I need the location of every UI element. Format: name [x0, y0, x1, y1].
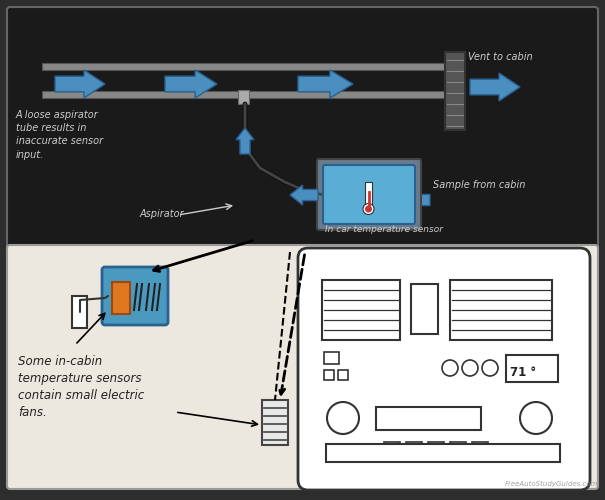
Bar — [262, 400, 288, 445]
Bar — [450, 280, 552, 340]
Text: A loose aspirator
tube results in
inaccurate sensor
input.: A loose aspirator tube results in inaccu… — [16, 110, 103, 160]
Text: Sample from cabin: Sample from cabin — [433, 180, 525, 190]
Circle shape — [482, 360, 498, 376]
Polygon shape — [165, 70, 217, 98]
Bar — [411, 284, 438, 334]
Polygon shape — [236, 128, 254, 154]
Bar — [445, 52, 465, 130]
Circle shape — [520, 402, 552, 434]
Bar — [324, 352, 339, 364]
Bar — [406, 442, 422, 453]
Text: Vent to cabin: Vent to cabin — [468, 52, 532, 62]
FancyBboxPatch shape — [298, 248, 590, 490]
Bar — [42, 91, 450, 98]
Circle shape — [462, 360, 478, 376]
Bar — [112, 282, 130, 314]
Polygon shape — [298, 70, 353, 98]
Bar — [428, 442, 444, 453]
Bar — [72, 296, 87, 328]
Circle shape — [327, 402, 359, 434]
Bar — [42, 63, 450, 70]
Bar — [472, 442, 488, 453]
Circle shape — [363, 204, 374, 214]
Bar — [384, 442, 400, 453]
FancyBboxPatch shape — [323, 165, 415, 224]
Text: FreeAutoStudyGuides.com: FreeAutoStudyGuides.com — [505, 481, 598, 487]
Bar — [365, 182, 372, 208]
FancyBboxPatch shape — [7, 7, 598, 255]
FancyBboxPatch shape — [7, 245, 598, 489]
Bar — [324, 370, 334, 380]
Bar — [376, 407, 481, 430]
Text: Some in-cabin
temperature sensors
contain small electric
fans.: Some in-cabin temperature sensors contai… — [18, 355, 144, 419]
Bar — [506, 355, 558, 382]
Polygon shape — [404, 190, 430, 210]
Bar — [238, 90, 249, 104]
Text: Aspirator: Aspirator — [140, 209, 185, 219]
FancyBboxPatch shape — [102, 267, 168, 325]
Bar — [322, 280, 400, 340]
Text: 71 °: 71 ° — [510, 366, 536, 378]
Polygon shape — [55, 70, 105, 98]
Polygon shape — [290, 185, 318, 205]
Circle shape — [442, 360, 458, 376]
Text: In car temperature sensor: In car temperature sensor — [325, 225, 443, 234]
FancyBboxPatch shape — [317, 159, 421, 230]
Bar — [326, 444, 560, 462]
Circle shape — [365, 206, 372, 212]
Polygon shape — [470, 73, 520, 101]
Bar — [338, 370, 348, 380]
Bar — [450, 442, 466, 453]
